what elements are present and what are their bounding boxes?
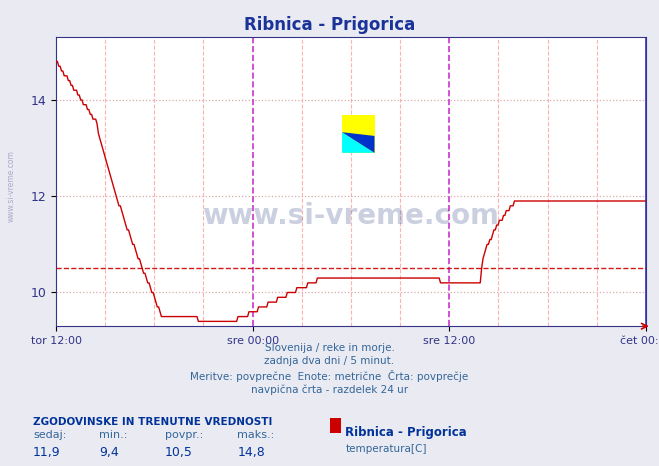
Text: ZGODOVINSKE IN TRENUTNE VREDNOSTI: ZGODOVINSKE IN TRENUTNE VREDNOSTI <box>33 417 272 427</box>
Text: sedaj:: sedaj: <box>33 430 67 440</box>
Text: Slovenija / reke in morje.: Slovenija / reke in morje. <box>264 343 395 352</box>
Text: www.si-vreme.com: www.si-vreme.com <box>7 151 16 222</box>
Text: www.si-vreme.com: www.si-vreme.com <box>202 202 500 230</box>
Polygon shape <box>342 132 374 153</box>
Text: Ribnica - Prigorica: Ribnica - Prigorica <box>244 16 415 34</box>
Text: povpr.:: povpr.: <box>165 430 203 440</box>
Bar <box>342 115 374 153</box>
Text: 14,8: 14,8 <box>237 446 265 459</box>
Text: min.:: min.: <box>99 430 127 440</box>
Text: 11,9: 11,9 <box>33 446 61 459</box>
Text: zadnja dva dni / 5 minut.: zadnja dva dni / 5 minut. <box>264 356 395 366</box>
Text: navpična črta - razdelek 24 ur: navpična črta - razdelek 24 ur <box>251 384 408 395</box>
Text: maks.:: maks.: <box>237 430 275 440</box>
Text: temperatura[C]: temperatura[C] <box>345 444 427 454</box>
Text: 10,5: 10,5 <box>165 446 192 459</box>
Text: 9,4: 9,4 <box>99 446 119 459</box>
Polygon shape <box>342 132 374 153</box>
Text: Ribnica - Prigorica: Ribnica - Prigorica <box>345 426 467 439</box>
Text: Meritve: povprečne  Enote: metrične  Črta: povprečje: Meritve: povprečne Enote: metrične Črta:… <box>190 370 469 383</box>
